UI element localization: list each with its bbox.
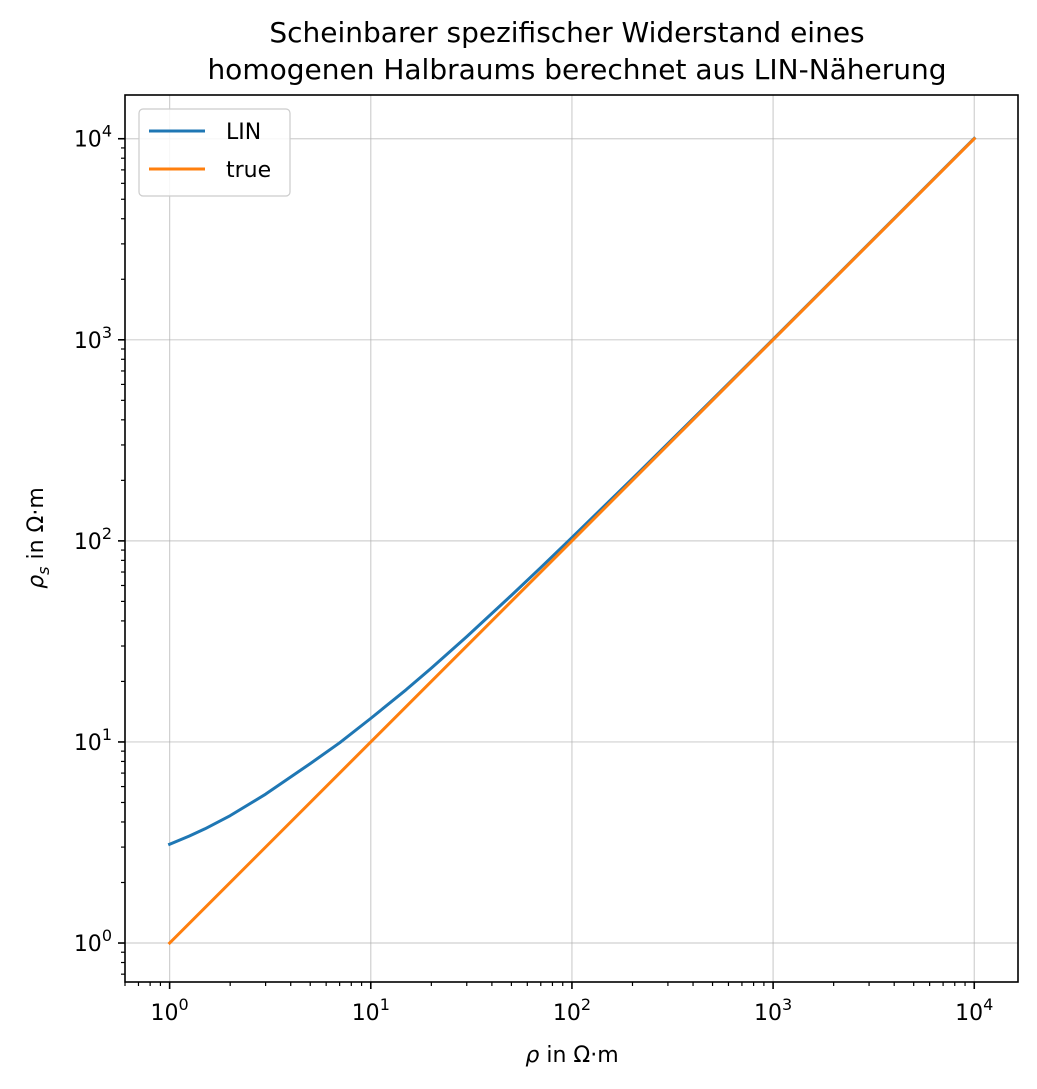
x-axis-label: ρ in Ω·m [525,1043,618,1068]
x-tick-label-exponent: 3 [782,995,792,1014]
y-tick-label-exponent: 1 [102,725,112,744]
x-tick-label: 102 [553,995,591,1026]
x-tick-label-base: 10 [151,1001,179,1026]
series-lines [167,136,977,946]
chart-title-line-2: homogenen Halbraums berechnet aus LIN-Nä… [207,53,946,86]
y-tick-label-base: 10 [74,128,102,153]
y-tick-label: 103 [74,323,112,354]
x-axis-label-unit: in Ω·m [539,1043,618,1068]
legend-label-lin: LIN [226,120,261,145]
y-tick-label-exponent: 0 [102,926,112,945]
y-tick-label-base: 10 [74,530,102,555]
y-axis-label-subscript: s [34,566,53,574]
x-tick-label: 104 [955,995,993,1026]
x-tick-label-exponent: 4 [983,995,993,1014]
x-tick-label-exponent: 2 [581,995,591,1014]
y-tick-label: 101 [74,725,112,756]
x-tick-label: 103 [754,995,792,1026]
chart-title-line-1: Scheinbarer spezifischer Widerstand eine… [269,16,864,49]
x-tick-label: 101 [352,995,390,1026]
y-tick-label-exponent: 4 [102,122,112,141]
y-tick-label-base: 10 [74,731,102,756]
x-tick-label-exponent: 1 [380,995,390,1014]
x-axis-label-symbol: ρ [525,1043,539,1068]
x-tick-label-base: 10 [754,1001,782,1026]
y-axis-label-unit: in Ω·m [24,487,49,566]
y-tick-label: 104 [74,122,112,153]
y-tick-label: 100 [74,926,112,957]
legend: LIN true [138,108,291,197]
y-tick-label-exponent: 2 [102,524,112,543]
y-tick-label-base: 10 [74,932,102,957]
y-tick-label-exponent: 3 [102,323,112,342]
x-tick-label: 100 [151,995,189,1026]
x-tick-label-exponent: 0 [179,995,189,1014]
x-tick-label-base: 10 [352,1001,380,1026]
y-axis-label: ρs in Ω·m [24,487,53,589]
series-line-true [167,136,977,946]
y-tick-label-base: 10 [74,329,102,354]
y-tick-label: 102 [74,524,112,555]
y-axis-label-symbol: ρ [24,575,49,589]
x-tick-label-base: 10 [955,1001,983,1026]
x-tick-label-base: 10 [553,1001,581,1026]
legend-label-true: true [226,158,271,183]
x-axis-ticks: 100 101 102 103 104 [124,982,993,1026]
